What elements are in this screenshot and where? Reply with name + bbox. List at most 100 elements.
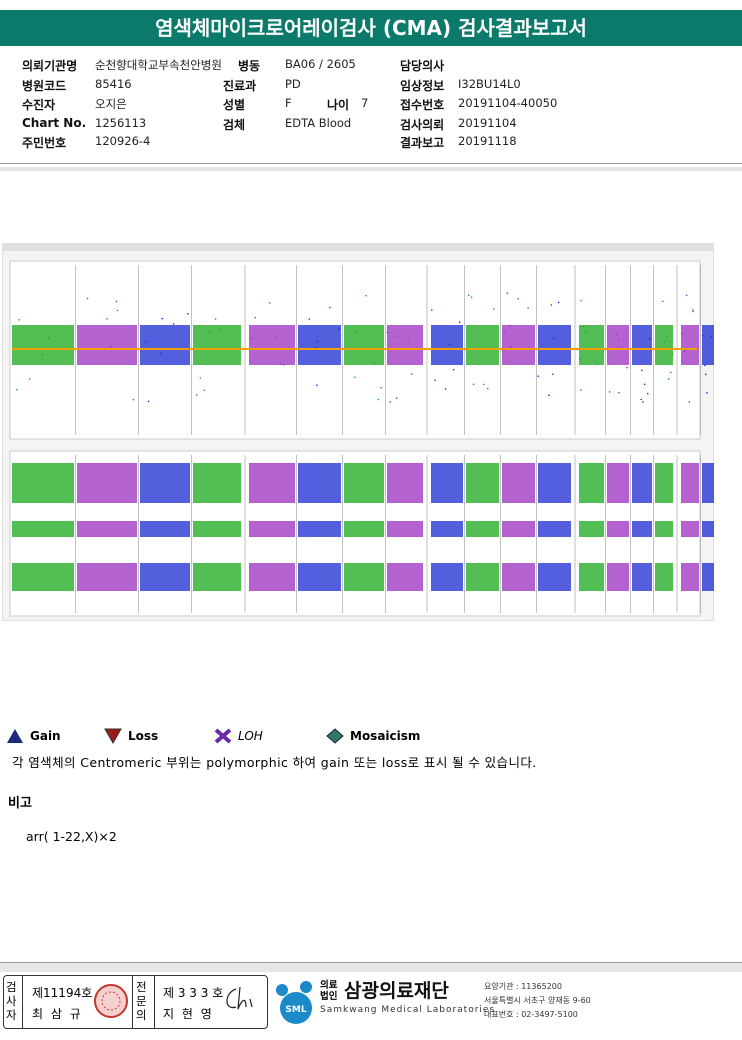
plot-decoration bbox=[452, 368, 455, 371]
field-value: 오지은 bbox=[95, 97, 127, 111]
plot-decoration bbox=[641, 369, 643, 372]
plot-decoration bbox=[193, 325, 241, 365]
signature bbox=[226, 986, 253, 1010]
plot-decoration bbox=[466, 521, 499, 537]
divider bbox=[0, 163, 742, 164]
legend-label: Gain bbox=[30, 729, 61, 743]
plot-decoration bbox=[538, 463, 571, 503]
plot-decoration bbox=[431, 521, 463, 537]
plot-decoration bbox=[458, 321, 461, 323]
separator bbox=[22, 975, 23, 1028]
plot-decoration bbox=[655, 463, 673, 503]
sml-logo: SML bbox=[276, 981, 312, 1024]
plot-decoration bbox=[607, 463, 629, 503]
plot-decoration bbox=[106, 318, 108, 320]
plot-decoration bbox=[632, 325, 652, 365]
field-label: 주민번호 bbox=[22, 136, 67, 150]
plot-decoration bbox=[193, 563, 241, 591]
plot-decoration bbox=[670, 371, 672, 374]
plot-decoration bbox=[12, 521, 74, 537]
signer-name: 지 현 영 bbox=[163, 1007, 214, 1021]
plot-decoration bbox=[316, 340, 319, 343]
signer-license: 제11194호 bbox=[32, 986, 93, 1000]
signer-role: 검사자 bbox=[6, 980, 17, 1022]
plot-decoration bbox=[470, 296, 473, 298]
plot-decoration bbox=[655, 325, 673, 365]
plot-decoration bbox=[316, 384, 318, 387]
remarks-text: arr( 1-22,X)×2 bbox=[26, 829, 117, 844]
legend-mosaicism: Mosaicism bbox=[326, 728, 420, 744]
plot-decoration bbox=[584, 331, 587, 334]
plot-decoration bbox=[407, 340, 409, 343]
plot-decoration bbox=[172, 323, 175, 325]
plot-decoration bbox=[196, 394, 198, 396]
plot-decoration bbox=[12, 463, 74, 503]
plot-decoration bbox=[249, 563, 295, 591]
plot-decoration bbox=[681, 325, 699, 365]
plot-decoration bbox=[116, 309, 119, 312]
field-value: 120926-4 bbox=[95, 134, 151, 148]
field-value: BA06 / 2605 bbox=[285, 57, 356, 71]
plot-decoration bbox=[132, 398, 135, 401]
plot-decoration bbox=[283, 364, 285, 366]
plot-decoration bbox=[552, 337, 555, 340]
plot-decoration bbox=[199, 377, 202, 379]
plot-decoration bbox=[77, 463, 137, 503]
plot-decoration bbox=[642, 401, 644, 403]
plot-decoration bbox=[618, 391, 620, 394]
plot-decoration bbox=[701, 334, 704, 337]
field-label: 접수번호 bbox=[400, 98, 445, 112]
plot-decoration bbox=[275, 336, 278, 338]
plot-decoration bbox=[510, 345, 513, 348]
plot-decoration bbox=[607, 325, 629, 365]
plot-decoration bbox=[632, 563, 652, 591]
legend-gain: Gain bbox=[6, 728, 61, 744]
plot-decoration bbox=[140, 325, 190, 365]
plot-decoration bbox=[552, 373, 554, 376]
plot-decoration bbox=[662, 300, 664, 303]
plot-decoration bbox=[377, 398, 380, 401]
plot-decoration bbox=[704, 364, 706, 367]
plot-decoration bbox=[193, 463, 241, 503]
plot-decoration bbox=[548, 394, 550, 397]
plot-decoration bbox=[373, 362, 375, 365]
note: 각 염색체의 Centromeric 부위는 polymorphic 하여 ga… bbox=[12, 755, 537, 770]
plot-decoration bbox=[681, 463, 699, 503]
legend-label: LOH bbox=[238, 729, 263, 743]
field-label: 성별 bbox=[223, 98, 246, 112]
plot-decoration bbox=[702, 521, 714, 537]
org-english: Samkwang Medical Laboratories bbox=[320, 1005, 496, 1015]
plot-decoration bbox=[354, 376, 356, 379]
plot-decoration bbox=[502, 325, 535, 365]
plot-decoration bbox=[387, 325, 423, 365]
plot-decoration bbox=[344, 325, 384, 365]
field-value: 20191104 bbox=[458, 116, 517, 130]
legend-loss: Loss bbox=[104, 728, 158, 744]
plot-decoration bbox=[580, 299, 582, 302]
field-label: 병동 bbox=[238, 59, 261, 73]
plot-decoration bbox=[338, 327, 340, 330]
plot-decoration bbox=[502, 521, 535, 537]
plot-decoration bbox=[365, 294, 367, 297]
legend-loh: LOH bbox=[214, 728, 263, 744]
plot-decoration bbox=[671, 353, 674, 355]
field-value: 7 bbox=[361, 96, 369, 110]
plot-decoration bbox=[254, 316, 257, 319]
plot-decoration bbox=[557, 301, 560, 304]
field-value: EDTA Blood bbox=[285, 116, 352, 130]
plot-decoration bbox=[28, 378, 31, 380]
plot-decoration bbox=[466, 563, 499, 591]
plot-decoration bbox=[140, 563, 190, 591]
org-phone: 대표번호 : 02-3497-5100 bbox=[484, 1010, 578, 1019]
field-label: 진료과 bbox=[223, 79, 257, 93]
plot-decoration bbox=[86, 297, 89, 300]
plot-decoration bbox=[667, 378, 670, 380]
plot-decoration bbox=[386, 331, 389, 334]
plot-decoration bbox=[685, 294, 688, 297]
plot-decoration bbox=[249, 325, 295, 365]
plot-decoration bbox=[493, 308, 495, 310]
plot-decoration bbox=[508, 324, 511, 327]
plot-decoration bbox=[692, 310, 694, 313]
plot-decoration bbox=[387, 463, 423, 503]
plot-decoration bbox=[444, 388, 447, 390]
